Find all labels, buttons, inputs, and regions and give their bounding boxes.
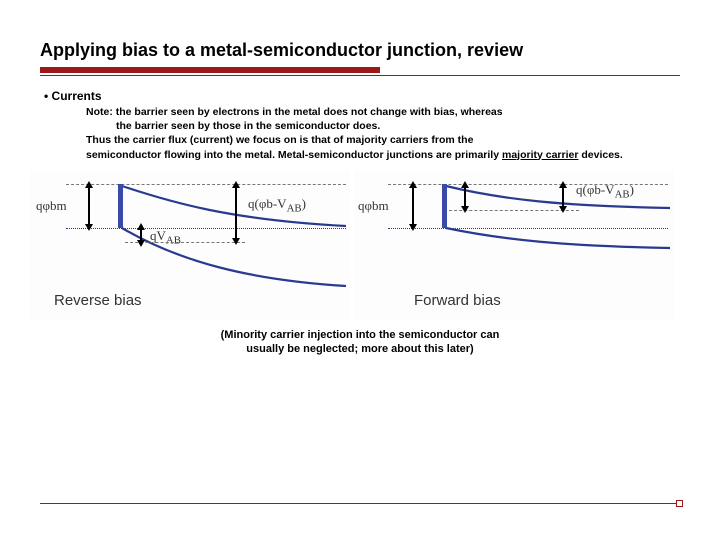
note-line-2: the barrier seen by those in the semicon…	[116, 119, 680, 133]
footnote: (Minority carrier injection into the sem…	[40, 328, 680, 357]
diagram-row: qφbm qVAB q(φb-VAB) Reverse bias qφbm q(…	[30, 170, 680, 320]
title-redbar	[40, 67, 380, 73]
title-underline	[40, 67, 680, 77]
footer-square-icon	[676, 500, 683, 507]
footer-line	[40, 503, 680, 504]
diagram-reverse-bias: qφbm qVAB q(φb-VAB) Reverse bias	[30, 170, 350, 320]
note-line-1: Note: the barrier seen by electrons in t…	[86, 105, 680, 119]
footnote-line-1: (Minority carrier injection into the sem…	[40, 328, 680, 342]
footnote-line-2: usually be neglected; more about this la…	[40, 342, 680, 356]
title-thinline	[40, 75, 680, 76]
note-line-4: semiconductor flowing into the metal. Me…	[86, 148, 680, 162]
slide-title: Applying bias to a metal-semiconductor j…	[40, 40, 680, 61]
label-qphib-vab-rev: q(φb-VAB)	[248, 196, 306, 215]
label-qphibm-fwd: qφbm	[358, 198, 389, 214]
note-block: Note: the barrier seen by electrons in t…	[86, 105, 680, 162]
label-qvab-rev: qVAB	[150, 228, 181, 247]
caption-reverse: Reverse bias	[54, 292, 142, 309]
diagram-forward-bias: qφbm q(φb-VAB) Forward bias	[354, 170, 674, 320]
label-qphibm-rev: qφbm	[36, 198, 67, 214]
note-line-3: Thus the carrier flux (current) we focus…	[86, 133, 680, 147]
caption-forward: Forward bias	[414, 292, 501, 309]
bullet-currents: • Currents	[44, 89, 680, 103]
